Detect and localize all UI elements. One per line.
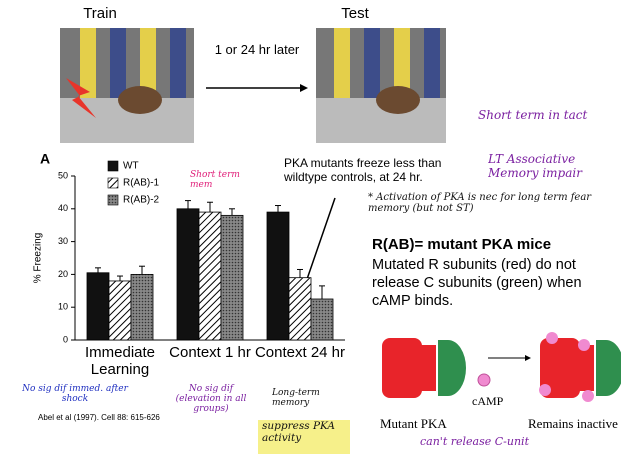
diagram-arrowhead [525,355,531,361]
note-box: No sig dif immed. after shock [22,384,128,404]
pka-left [382,338,466,398]
note-box: Long-term memory [272,388,320,408]
legend-swatch [107,194,119,206]
callout: PKA mutants freeze less than wildtype co… [284,156,442,184]
legend-swatch [107,160,119,172]
left-label: Mutant PKA [380,416,447,431]
x-tick-label: Immediate Learning [84,344,156,378]
test-label: Test [341,5,369,22]
highlight [258,420,350,454]
x-label-box: Context 1 hr [169,344,251,361]
pka-right [539,332,621,402]
interval-label: 1 or 24 hr later [214,42,300,57]
note: Short term mem [190,170,240,190]
bar [288,277,312,341]
bar [108,280,132,341]
mutant-text: Mutated R subunits (red) do not release … [372,257,582,309]
camp-label: cAMP [472,394,504,408]
x-tick-label: Context 1 hr [169,344,251,361]
citation: Abel et al (1997). Cell 88: 615-626 [38,413,160,422]
x-label-box: Context 24 hr [254,344,346,361]
y-tick-label: 40 [58,203,68,213]
right-label: Remains inactive [528,416,618,431]
note-box: Short term in tact [478,108,588,122]
y-tick-label: 20 [58,269,68,279]
note: No sig dif (elevation in all groups) [175,384,247,414]
bar [266,211,290,341]
note-box: * Activation of PKA is nec for long term… [368,192,592,214]
y-tick-label: 10 [58,302,68,312]
bar [220,214,244,341]
note: suppress PKA activity [262,420,336,444]
y-tick-label: 50 [58,170,68,180]
note: LT Associative Memory impair [488,152,582,180]
legend-swatch [107,177,119,189]
bar [198,211,222,341]
panel-label: A [40,151,50,167]
mutant-title: R(AB)= mutant PKA mice [372,236,551,253]
interval-box: 1 or 24 hr later [214,42,300,57]
mutant-box: Mutated R subunits (red) do not release … [372,257,582,309]
y-tick-label: 0 [63,334,68,344]
note: Long-term memory [272,388,320,408]
bar [86,272,110,341]
train-photo [60,28,194,143]
callout-box: PKA mutants freeze less than wildtype co… [284,156,442,184]
arrowhead [300,84,308,92]
bar [130,273,154,341]
bar [310,298,334,341]
note-box: Short term mem [190,170,240,190]
note: can't release C-unit [420,435,530,448]
note-box: LT Associative Memory impair [488,152,582,180]
note: * Activation of PKA is nec for long term… [368,192,592,214]
legend-label: R(AB)-2 [123,195,160,206]
camp-dot [477,373,491,387]
legend-label: WT [123,161,139,172]
bar [176,208,200,341]
callout-arrow [304,197,336,286]
note-box: No sig dif (elevation in all groups) [175,384,247,414]
legend-label: R(AB)-1 [123,178,160,189]
y-tick-label: 30 [58,236,68,246]
train-label: Train [83,5,117,22]
x-tick-label: Context 24 hr [254,344,346,361]
y-axis-label: % Freezing [33,233,44,284]
test-photo [316,28,446,143]
x-label-box: Immediate Learning [84,344,156,378]
note-box: suppress PKA activity [262,420,336,444]
note: Short term in tact [478,108,588,122]
note: No sig dif immed. after shock [22,384,128,404]
